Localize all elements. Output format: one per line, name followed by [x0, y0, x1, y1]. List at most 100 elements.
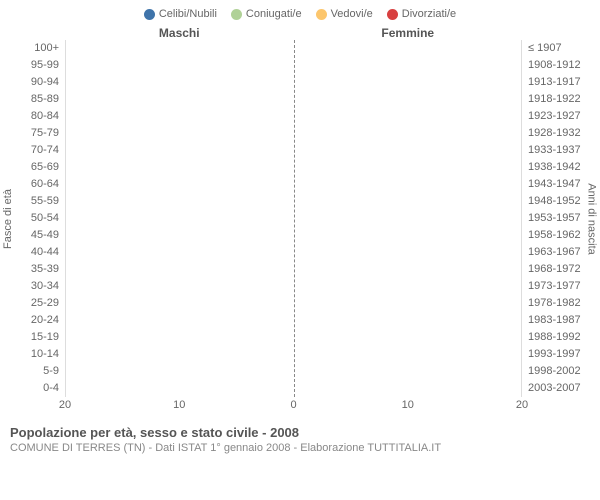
legend-label: Coniugati/e [246, 8, 302, 20]
bar-female [294, 244, 523, 261]
age-label: 45-49 [10, 227, 65, 244]
bar-male [65, 176, 294, 193]
legend-label: Divorziati/e [402, 8, 456, 20]
bar-male [65, 159, 294, 176]
bar-female [294, 346, 523, 363]
bar-male [65, 210, 294, 227]
legend-item: Coniugati/e [231, 8, 302, 20]
age-label: 95-99 [10, 57, 65, 74]
chart-subtitle: COMUNE DI TERRES (TN) - Dati ISTAT 1° ge… [10, 442, 590, 454]
age-label: 60-64 [10, 176, 65, 193]
age-label: 80-84 [10, 108, 65, 125]
year-label: 1998-2002 [522, 363, 590, 380]
bar-female [294, 91, 523, 108]
year-label: 1918-1922 [522, 91, 590, 108]
y-axis-label-left: Fasce di età [2, 189, 14, 249]
bar-male [65, 312, 294, 329]
year-label: 1958-1962 [522, 227, 590, 244]
year-label: 1968-1972 [522, 261, 590, 278]
age-label: 65-69 [10, 159, 65, 176]
bar-female [294, 363, 523, 380]
year-label: 1928-1932 [522, 125, 590, 142]
bar-male [65, 244, 294, 261]
bar-female [294, 312, 523, 329]
year-label: 1948-1952 [522, 193, 590, 210]
y-axis-label-right: Anni di nascita [586, 183, 598, 255]
year-label: 1953-1957 [522, 210, 590, 227]
age-label: 40-44 [10, 244, 65, 261]
x-tick: 20 [59, 399, 71, 411]
bar-male [65, 193, 294, 210]
male-header: Maschi [65, 26, 294, 40]
age-label: 10-14 [10, 346, 65, 363]
bar-female [294, 261, 523, 278]
legend: Celibi/Nubili Coniugati/e Vedovi/e Divorzia… [10, 8, 590, 20]
bar-male [65, 91, 294, 108]
bar-male [65, 108, 294, 125]
bar-female [294, 125, 523, 142]
legend-swatch [231, 9, 242, 20]
age-label: 30-34 [10, 278, 65, 295]
legend-item: Vedovi/e [316, 8, 373, 20]
bar-female [294, 227, 523, 244]
bar-female [294, 193, 523, 210]
bar-female [294, 380, 523, 397]
gender-headers: Maschi Femmine [10, 26, 590, 40]
pyramid-chart: 100+≤ 190795-991908-191290-941913-191785… [10, 40, 590, 397]
x-ticks-female: 1020 [294, 399, 523, 415]
age-label: 55-59 [10, 193, 65, 210]
chart-title: Popolazione per età, sesso e stato civil… [10, 425, 590, 440]
legend-swatch [144, 9, 155, 20]
year-label: 1943-1947 [522, 176, 590, 193]
chart-container: Celibi/Nubili Coniugati/e Vedovi/e Divorzia… [0, 0, 600, 500]
bar-female [294, 74, 523, 91]
bar-female [294, 295, 523, 312]
legend-label: Vedovi/e [331, 8, 373, 20]
year-label: 1933-1937 [522, 142, 590, 159]
year-label: 1913-1917 [522, 74, 590, 91]
legend-label: Celibi/Nubili [159, 8, 217, 20]
center-line [294, 40, 295, 397]
year-label: 1983-1987 [522, 312, 590, 329]
bar-male [65, 261, 294, 278]
x-tick: 10 [173, 399, 185, 411]
year-label: 1988-1992 [522, 329, 590, 346]
x-tick: 10 [402, 399, 414, 411]
x-tick: 20 [516, 399, 528, 411]
bar-male [65, 363, 294, 380]
year-label: 1993-1997 [522, 346, 590, 363]
age-label: 85-89 [10, 91, 65, 108]
age-label: 25-29 [10, 295, 65, 312]
bar-male [65, 57, 294, 74]
year-label: 1978-1982 [522, 295, 590, 312]
bar-male [65, 74, 294, 91]
legend-swatch [387, 9, 398, 20]
bar-female [294, 329, 523, 346]
bar-female [294, 40, 523, 57]
year-label: 1973-1977 [522, 278, 590, 295]
age-label: 70-74 [10, 142, 65, 159]
legend-item: Celibi/Nubili [144, 8, 217, 20]
bar-male [65, 278, 294, 295]
legend-item: Divorziati/e [387, 8, 456, 20]
bar-male [65, 125, 294, 142]
x-ticks-male: 20100 [65, 399, 294, 415]
bar-male [65, 346, 294, 363]
x-axis: 20100 1020 [10, 399, 590, 415]
bar-male [65, 329, 294, 346]
age-label: 75-79 [10, 125, 65, 142]
age-label: 15-19 [10, 329, 65, 346]
bar-female [294, 210, 523, 227]
age-label: 20-24 [10, 312, 65, 329]
year-label: 2003-2007 [522, 380, 590, 397]
bar-female [294, 159, 523, 176]
age-label: 50-54 [10, 210, 65, 227]
age-label: 0-4 [10, 380, 65, 397]
year-label: 1908-1912 [522, 57, 590, 74]
bar-male [65, 142, 294, 159]
female-header: Femmine [294, 26, 523, 40]
bar-male [65, 295, 294, 312]
bar-male [65, 380, 294, 397]
year-label: 1963-1967 [522, 244, 590, 261]
year-label: 1923-1927 [522, 108, 590, 125]
